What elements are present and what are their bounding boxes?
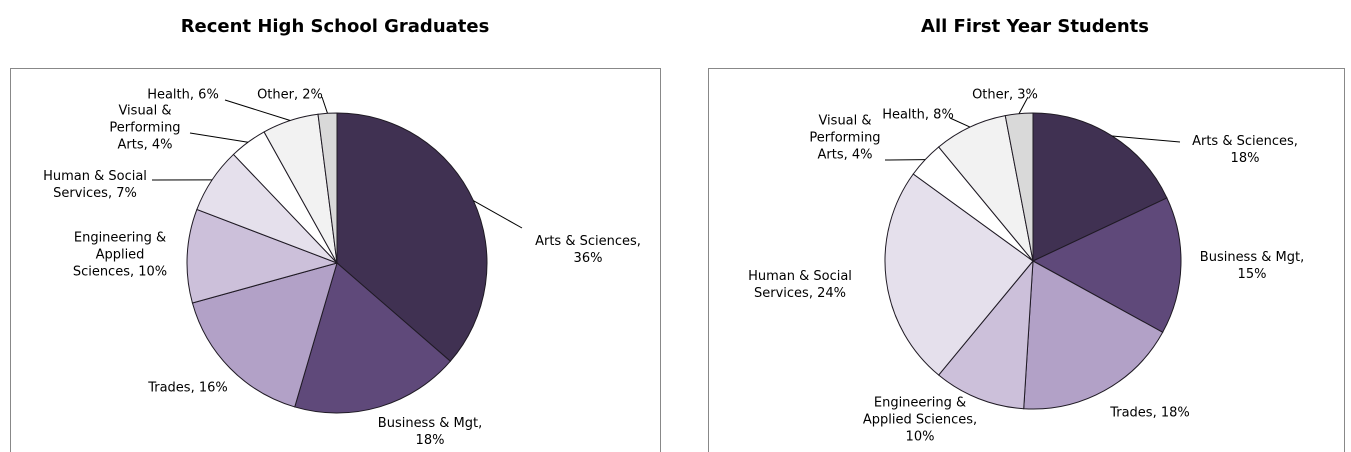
pie-slice (1023, 260, 1164, 410)
data-label: Other 3% (970, 87, 1040, 104)
category-name: Business & Mgt (1200, 250, 1304, 265)
value-label: 4% (851, 147, 873, 163)
category-name: Business & Mgt (378, 416, 482, 431)
value-label: 36% (573, 251, 603, 266)
category-name: Arts & Sciences (1192, 134, 1298, 149)
category-name: Arts & Sciences (535, 234, 641, 249)
value-label: 15% (1237, 267, 1267, 282)
pie-slice (884, 173, 1034, 376)
leader-line (321, 96, 328, 114)
leader-line (1018, 96, 1029, 114)
data-label: Engineering & Applied Sciences 10% (70, 230, 170, 281)
leader-line (473, 200, 523, 229)
pie-slice (937, 259, 1034, 410)
value-label: 18% (415, 433, 445, 448)
data-label: Human & Social Services 7% (30, 168, 160, 202)
data-label: Engineering & Applied Sciences 10% (860, 395, 980, 446)
value-label: 10% (905, 429, 935, 445)
pie-slice (1031, 197, 1182, 333)
chart-title: All First Year Students (921, 16, 1149, 37)
pie-slice (1032, 112, 1168, 262)
value-label: 6% (198, 87, 219, 103)
value-label: 2% (302, 87, 323, 103)
value-label: 18% (1160, 405, 1190, 421)
leader-line (1112, 135, 1181, 143)
data-label: Arts & Sciences 18% (1180, 133, 1310, 167)
pie-slice (186, 208, 339, 304)
data-label: Visual & Performing Arts 4% (98, 103, 193, 154)
chart-frame (708, 68, 1345, 452)
value-label: 24% (817, 286, 846, 301)
data-label: Trades 16% (133, 380, 243, 397)
value-label: 10% (138, 264, 168, 280)
value-label: 4% (151, 137, 173, 153)
category-name: Engineering & Applied Sciences (863, 396, 977, 428)
value-label: 16% (198, 380, 228, 396)
chart-frame (10, 68, 661, 452)
chart-title: Recent High School Graduates (180, 16, 490, 37)
pie-slice (294, 262, 452, 414)
category-name: Other (257, 88, 298, 103)
data-label: Trades 18% (1100, 405, 1200, 422)
value-label: 8% (933, 107, 954, 123)
data-label: Health 6% (138, 87, 228, 104)
data-label: Health 8% (878, 107, 958, 124)
leader-line (224, 99, 291, 121)
category-name: Other (972, 88, 1013, 103)
category-name: Trades (1110, 406, 1157, 421)
pie-slice (317, 112, 338, 264)
data-label: Visual & Performing Arts 4% (800, 113, 890, 164)
data-label: Business & Mgt 18% (375, 415, 485, 449)
value-label: 3% (1017, 87, 1038, 103)
leader-line (189, 132, 249, 143)
data-label: Other 2% (250, 87, 330, 104)
data-label: Arts & Sciences 36% (523, 233, 653, 267)
data-label: Business & Mgt 15% (1197, 249, 1307, 283)
category-name: Trades (148, 381, 195, 396)
pie-slice (336, 112, 488, 362)
leader-line (949, 117, 971, 128)
value-label: 7% (116, 186, 137, 201)
category-name: Visual & Performing Arts (809, 114, 880, 163)
data-label: Human & Social Services 24% (735, 268, 865, 302)
category-name: Health (147, 88, 194, 103)
pie-slice (191, 262, 338, 408)
value-label: 18% (1230, 151, 1260, 166)
category-name: Health (882, 108, 929, 123)
